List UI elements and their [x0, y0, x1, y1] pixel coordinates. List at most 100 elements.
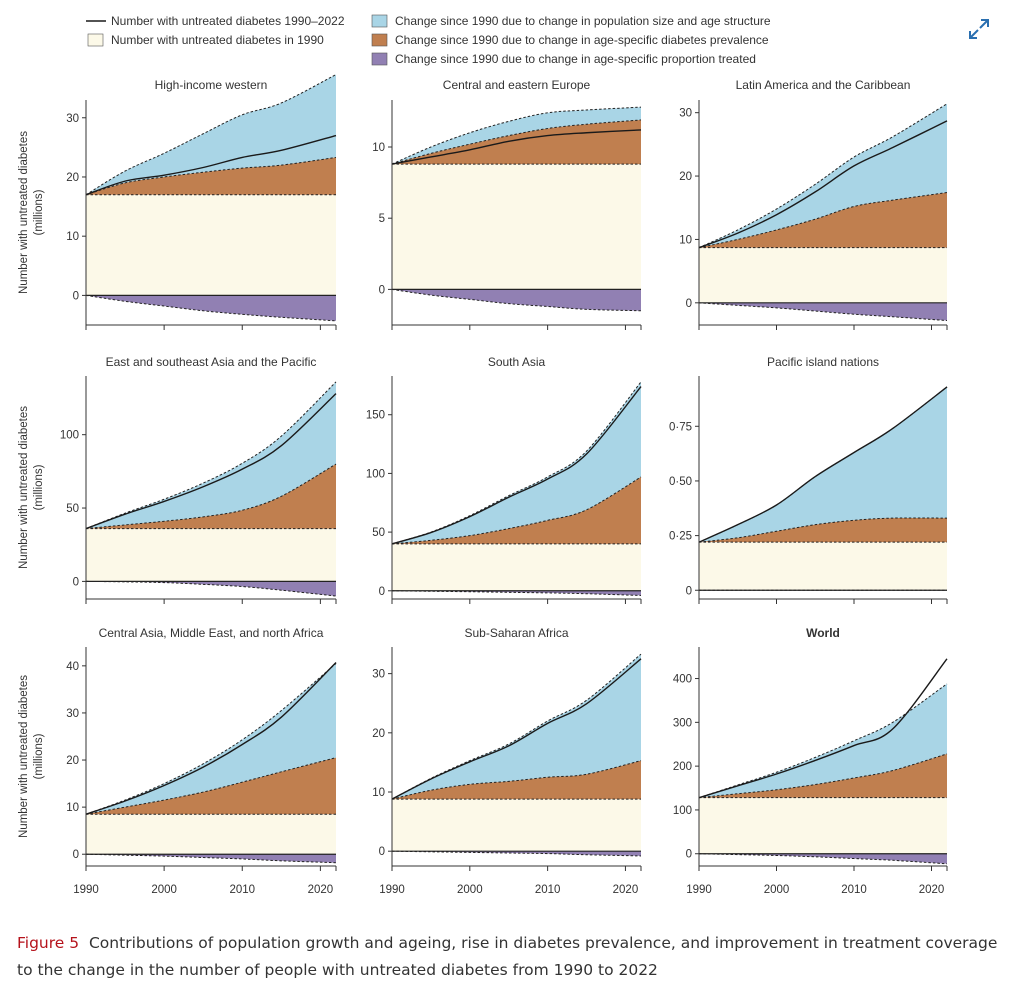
baseline-area	[392, 799, 641, 852]
legend-label: Number with untreated diabetes 1990–2022	[111, 14, 345, 28]
treatment-boundary	[391, 850, 642, 857]
prevalence-area	[392, 476, 641, 544]
legend-item: Change since 1990 due to change in popul…	[371, 14, 771, 28]
y-tick-label: 0·75	[669, 421, 692, 433]
population-boundary	[391, 106, 642, 165]
expand-icon[interactable]	[966, 16, 992, 42]
treatment-area	[392, 289, 641, 311]
figure-canvas: Number with untreated diabetes 1990–2022…	[18, 14, 948, 896]
y-tick-label: 0	[686, 849, 692, 861]
population-area	[699, 386, 947, 543]
y-axis-label-line2: (millions)	[33, 464, 45, 510]
y-tick-label: 150	[366, 410, 385, 422]
panel-title: Latin America and the Caribbean	[736, 78, 911, 92]
legend-item: Number with untreated diabetes in 1990	[87, 33, 324, 47]
chart-panel: South Asia 0 50 100 150	[366, 355, 642, 604]
prevalence-boundary	[698, 753, 948, 799]
x-tick-label: 2000	[764, 884, 790, 896]
y-tick-label: 20	[66, 172, 79, 184]
prevalence-boundary	[85, 156, 337, 196]
y-axis-label-line1: Number with untreated diabetes	[18, 675, 30, 838]
y-tick-label: 30	[679, 108, 692, 120]
prevalence-boundary	[698, 517, 948, 543]
population-boundary	[85, 381, 337, 530]
total-line	[391, 658, 642, 800]
population-boundary	[698, 103, 948, 249]
chart-panel: World 0 100 200 300 400 1990 2000 2010 2020	[673, 626, 948, 896]
x-tick-label: 2000	[457, 884, 483, 896]
y-axis-label-line1: Number with untreated diabetes	[18, 406, 30, 569]
y-tick-label: 400	[673, 674, 692, 686]
legend-swatch	[371, 14, 388, 28]
treatment-area	[392, 851, 641, 856]
figure-label: Figure 5	[17, 934, 80, 952]
y-tick-label: 0	[686, 298, 692, 310]
treatment-area	[86, 581, 336, 597]
y-tick-label: 50	[66, 503, 79, 515]
panel-title: Sub-Saharan Africa	[464, 626, 568, 640]
legend-label: Change since 1990 due to change in age-s…	[395, 52, 756, 66]
chart-panel: Central and eastern Europe 0 5 10	[372, 78, 642, 330]
panel-title: High-income western	[155, 78, 268, 92]
treatment-boundary	[391, 590, 642, 596]
y-tick-label: 20	[372, 728, 385, 740]
population-boundary	[85, 74, 337, 196]
y-tick-label: 20	[679, 171, 692, 183]
y-axis-label: Number with untreated diabetes (millions)	[18, 406, 45, 569]
caption-text: Contributions of population growth and a…	[17, 934, 998, 979]
y-axis-label: Number with untreated diabetes (millions)	[18, 675, 45, 838]
population-area	[392, 654, 641, 800]
y-tick-label: 0·25	[669, 531, 692, 543]
legend-label: Number with untreated diabetes in 1990	[111, 33, 324, 47]
panel-title: Central and eastern Europe	[443, 78, 591, 92]
y-axis-label-line2: (millions)	[33, 189, 45, 235]
y-tick-label: 0	[73, 576, 79, 588]
chart-panel: Pacific island nations 0 0·25 0·50 0·75	[669, 355, 948, 604]
population-area	[699, 103, 947, 248]
population-area	[86, 381, 336, 529]
treatment-area	[86, 295, 336, 321]
x-tick-label: 2010	[229, 884, 255, 896]
treatment-boundary	[85, 853, 337, 864]
y-tick-label: 0	[379, 284, 385, 296]
baseline-area	[392, 164, 641, 290]
prevalence-area	[86, 157, 336, 195]
y-tick-label: 0	[73, 849, 79, 861]
baseline-area	[86, 814, 336, 855]
total-line	[391, 129, 642, 165]
chart-panel: Latin America and the Caribbean 0 10 20 30	[679, 78, 948, 330]
prevalence-area	[392, 760, 641, 800]
treatment-boundary	[85, 294, 337, 322]
prevalence-area	[699, 517, 947, 543]
y-tick-label: 50	[372, 527, 385, 539]
treatment-boundary	[698, 853, 948, 865]
panel-title: World	[806, 626, 840, 640]
chart-panel: Sub-Saharan Africa 0 10 20 30 1990 2000 2010 202…	[372, 626, 642, 896]
y-tick-label: 10	[372, 142, 385, 154]
x-tick-label: 2010	[841, 884, 867, 896]
y-tick-label: 300	[673, 717, 692, 729]
y-axis-label-line1: Number with untreated diabetes	[18, 131, 30, 294]
y-tick-label: 10	[66, 231, 79, 243]
baseline-area	[392, 543, 641, 591]
prevalence-boundary	[85, 757, 337, 815]
prevalence-area	[86, 464, 336, 529]
population-area	[86, 663, 336, 815]
x-tick-label: 1990	[686, 884, 712, 896]
prevalence-boundary	[85, 463, 337, 530]
prevalence-area	[86, 757, 336, 815]
population-area	[392, 107, 641, 165]
legend-label: Change since 1990 due to change in age-s…	[395, 33, 769, 47]
x-tick-label: 2000	[151, 884, 177, 896]
x-tick-label: 2020	[613, 884, 639, 896]
total-line	[85, 134, 337, 196]
treatment-area	[699, 853, 947, 864]
y-tick-label: 0	[686, 585, 692, 597]
legend-swatch	[87, 33, 104, 47]
prevalence-area	[699, 753, 947, 798]
y-tick-label: 20	[66, 755, 79, 767]
y-tick-label: 10	[372, 787, 385, 799]
treatment-area	[392, 590, 641, 596]
treatment-boundary	[698, 302, 948, 322]
population-area	[699, 683, 947, 798]
